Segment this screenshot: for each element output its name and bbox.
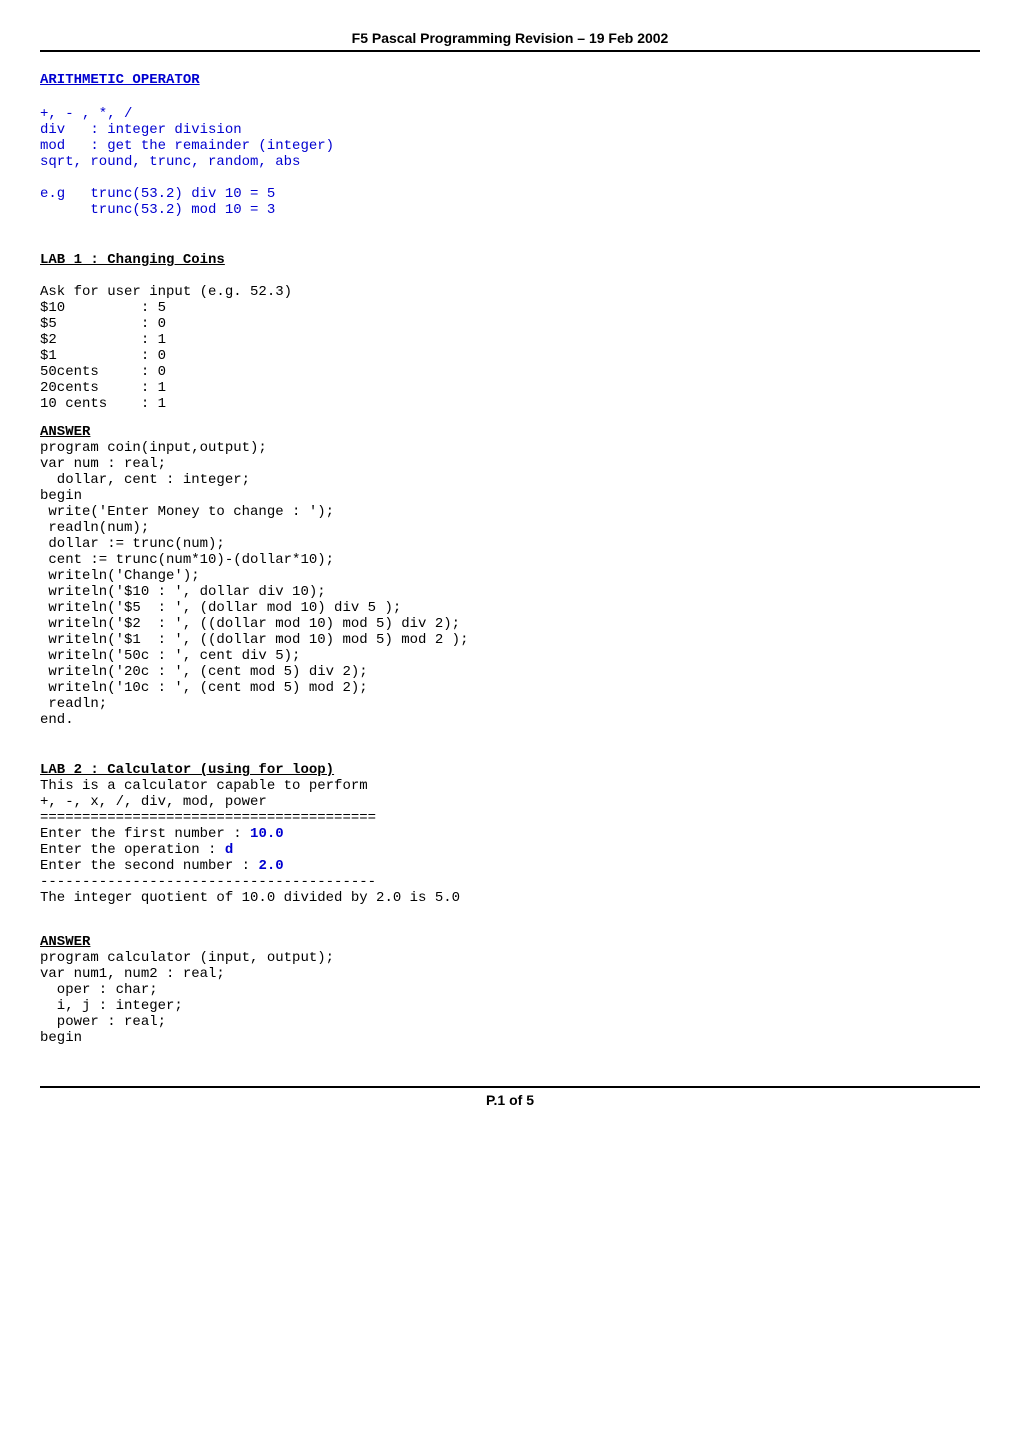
page-footer: P.1 of 5 xyxy=(40,1086,980,1108)
lab2-heading: LAB 2 : Calculator (using for loop) xyxy=(40,762,980,778)
arithmetic-heading: ARITHMETIC OPERATOR xyxy=(40,72,980,88)
lab2-input-num2: 2.0 xyxy=(258,858,283,874)
lab2-input-num1: 10.0 xyxy=(250,826,284,842)
lab2-input-oper: d xyxy=(225,842,233,858)
lab1-answer-label: ANSWER xyxy=(40,424,980,440)
page-header: F5 Pascal Programming Revision – 19 Feb … xyxy=(40,30,980,52)
lab2-intro: This is a calculator capable to perform … xyxy=(40,778,980,906)
lab1-heading: LAB 1 : Changing Coins xyxy=(40,252,980,268)
lab2-answer-label: ANSWER xyxy=(40,934,980,950)
lab2-code: program calculator (input, output); var … xyxy=(40,950,980,1046)
arithmetic-block: +, - , *, / div : integer division mod :… xyxy=(40,106,980,218)
lab1-code: program coin(input,output); var num : re… xyxy=(40,440,980,728)
lab1-description: Ask for user input (e.g. 52.3) $10 : 5 $… xyxy=(40,284,980,412)
